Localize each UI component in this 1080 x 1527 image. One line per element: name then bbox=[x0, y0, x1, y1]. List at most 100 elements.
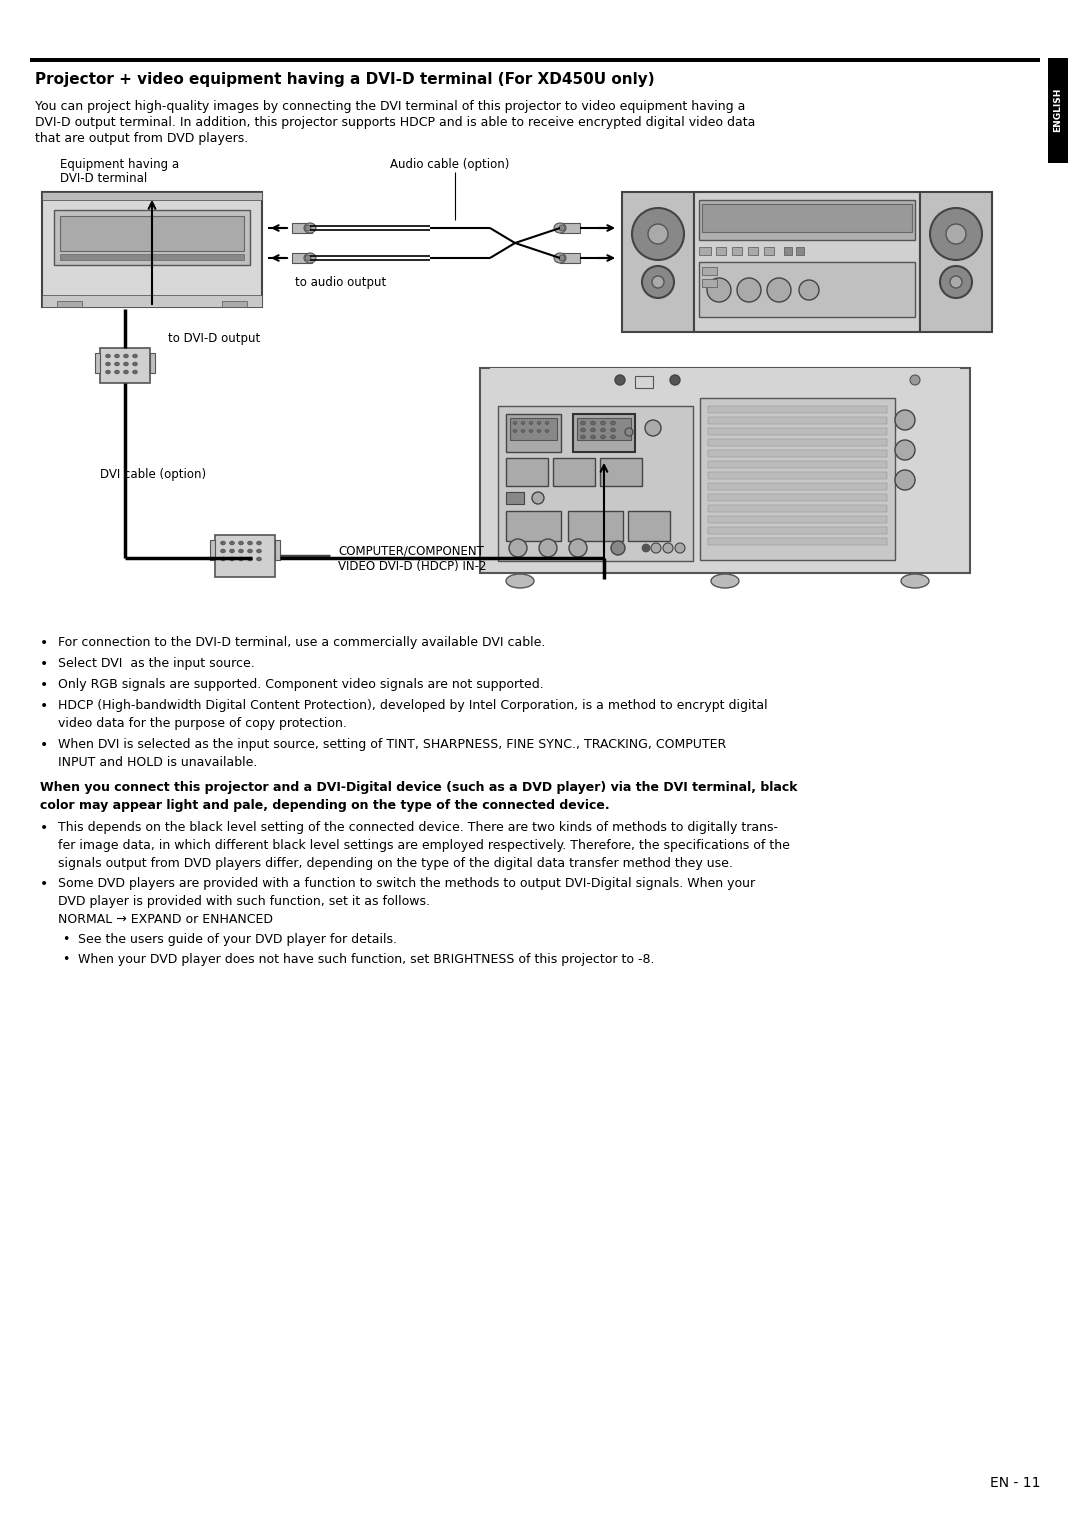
Ellipse shape bbox=[529, 429, 534, 432]
Text: fer image data, in which different black level settings are employed respectivel: fer image data, in which different black… bbox=[58, 838, 789, 852]
Ellipse shape bbox=[707, 278, 731, 302]
Text: When DVI is selected as the input source, setting of TINT, SHARPNESS, FINE SYNC.: When DVI is selected as the input source… bbox=[58, 738, 726, 751]
Ellipse shape bbox=[509, 539, 527, 557]
Ellipse shape bbox=[569, 539, 588, 557]
Ellipse shape bbox=[554, 253, 566, 263]
Text: •: • bbox=[40, 738, 49, 751]
Ellipse shape bbox=[559, 224, 565, 231]
Bar bbox=[708, 417, 887, 425]
Bar bbox=[699, 247, 711, 255]
Ellipse shape bbox=[239, 550, 243, 553]
Bar bbox=[561, 253, 580, 263]
Ellipse shape bbox=[247, 550, 253, 553]
Text: •: • bbox=[40, 637, 49, 651]
Ellipse shape bbox=[229, 541, 234, 545]
Bar bbox=[553, 458, 595, 486]
Ellipse shape bbox=[247, 557, 253, 560]
Bar bbox=[57, 301, 82, 307]
Text: When your DVD player does not have such function, set BRIGHTNESS of this project: When your DVD player does not have such … bbox=[78, 953, 654, 967]
Ellipse shape bbox=[895, 440, 915, 460]
Ellipse shape bbox=[910, 376, 920, 385]
Ellipse shape bbox=[554, 223, 566, 234]
Ellipse shape bbox=[895, 470, 915, 490]
Text: Equipment having a: Equipment having a bbox=[60, 157, 179, 171]
Bar bbox=[796, 247, 804, 255]
Ellipse shape bbox=[303, 223, 316, 234]
Text: to audio output: to audio output bbox=[295, 276, 387, 289]
Text: For connection to the DVI-D terminal, use a commercially available DVI cable.: For connection to the DVI-D terminal, us… bbox=[58, 637, 545, 649]
Ellipse shape bbox=[220, 557, 226, 560]
Ellipse shape bbox=[737, 278, 761, 302]
Ellipse shape bbox=[305, 255, 311, 261]
Text: •: • bbox=[40, 822, 49, 835]
Ellipse shape bbox=[545, 421, 549, 425]
Ellipse shape bbox=[581, 421, 585, 425]
Bar bbox=[54, 211, 249, 266]
Ellipse shape bbox=[532, 492, 544, 504]
Ellipse shape bbox=[513, 429, 517, 432]
Ellipse shape bbox=[133, 354, 137, 357]
Text: •: • bbox=[40, 699, 49, 713]
Ellipse shape bbox=[229, 557, 234, 560]
Bar bbox=[507, 512, 561, 541]
Bar bbox=[490, 368, 960, 379]
Ellipse shape bbox=[114, 370, 120, 374]
Ellipse shape bbox=[106, 354, 110, 357]
Bar bbox=[708, 516, 887, 524]
Text: DVI cable (option): DVI cable (option) bbox=[100, 467, 206, 481]
Text: that are output from DVD players.: that are output from DVD players. bbox=[35, 131, 248, 145]
Text: VIDEO DVI-D (HDCP) IN-2: VIDEO DVI-D (HDCP) IN-2 bbox=[338, 560, 486, 573]
Ellipse shape bbox=[114, 354, 120, 357]
Text: video data for the purpose of copy protection.: video data for the purpose of copy prote… bbox=[58, 718, 347, 730]
Bar bbox=[708, 472, 887, 479]
Bar bbox=[716, 247, 726, 255]
Bar bbox=[292, 223, 312, 234]
Bar bbox=[100, 348, 150, 383]
Bar bbox=[748, 247, 758, 255]
Text: Audio cable (option): Audio cable (option) bbox=[390, 157, 510, 171]
Ellipse shape bbox=[507, 574, 534, 588]
Bar bbox=[702, 267, 717, 275]
Bar bbox=[708, 538, 887, 545]
Bar bbox=[622, 192, 694, 331]
Text: •: • bbox=[40, 876, 49, 890]
Ellipse shape bbox=[711, 574, 739, 588]
Bar bbox=[275, 541, 280, 560]
Bar bbox=[732, 247, 742, 255]
Ellipse shape bbox=[521, 429, 525, 432]
Ellipse shape bbox=[642, 266, 674, 298]
Ellipse shape bbox=[610, 428, 616, 432]
Text: •: • bbox=[40, 678, 49, 692]
Ellipse shape bbox=[940, 266, 972, 298]
Ellipse shape bbox=[591, 428, 595, 432]
Text: Some DVD players are provided with a function to switch the methods to output DV: Some DVD players are provided with a fun… bbox=[58, 876, 755, 890]
Ellipse shape bbox=[625, 428, 633, 437]
Text: ENGLISH: ENGLISH bbox=[1053, 89, 1063, 133]
Bar bbox=[708, 461, 887, 467]
Bar bbox=[510, 418, 557, 440]
Ellipse shape bbox=[675, 544, 685, 553]
Bar bbox=[708, 483, 887, 490]
Bar bbox=[95, 353, 100, 373]
Ellipse shape bbox=[559, 255, 565, 261]
Bar bbox=[568, 512, 623, 541]
Text: Only RGB signals are supported. Component video signals are not supported.: Only RGB signals are supported. Componen… bbox=[58, 678, 543, 692]
Bar bbox=[42, 192, 262, 200]
Ellipse shape bbox=[305, 224, 311, 231]
Ellipse shape bbox=[610, 435, 616, 438]
Bar bbox=[708, 438, 887, 446]
Bar bbox=[600, 458, 642, 486]
Bar bbox=[764, 247, 774, 255]
Ellipse shape bbox=[930, 208, 982, 260]
Ellipse shape bbox=[239, 557, 243, 560]
Bar bbox=[498, 406, 693, 560]
Bar bbox=[577, 418, 631, 440]
Ellipse shape bbox=[799, 279, 819, 299]
Bar bbox=[30, 58, 1040, 63]
Ellipse shape bbox=[539, 539, 557, 557]
Ellipse shape bbox=[950, 276, 962, 289]
Text: signals output from DVD players differ, depending on the type of the digital dat: signals output from DVD players differ, … bbox=[58, 857, 733, 870]
Bar bbox=[60, 253, 244, 260]
Ellipse shape bbox=[513, 421, 517, 425]
Bar bbox=[699, 263, 915, 318]
